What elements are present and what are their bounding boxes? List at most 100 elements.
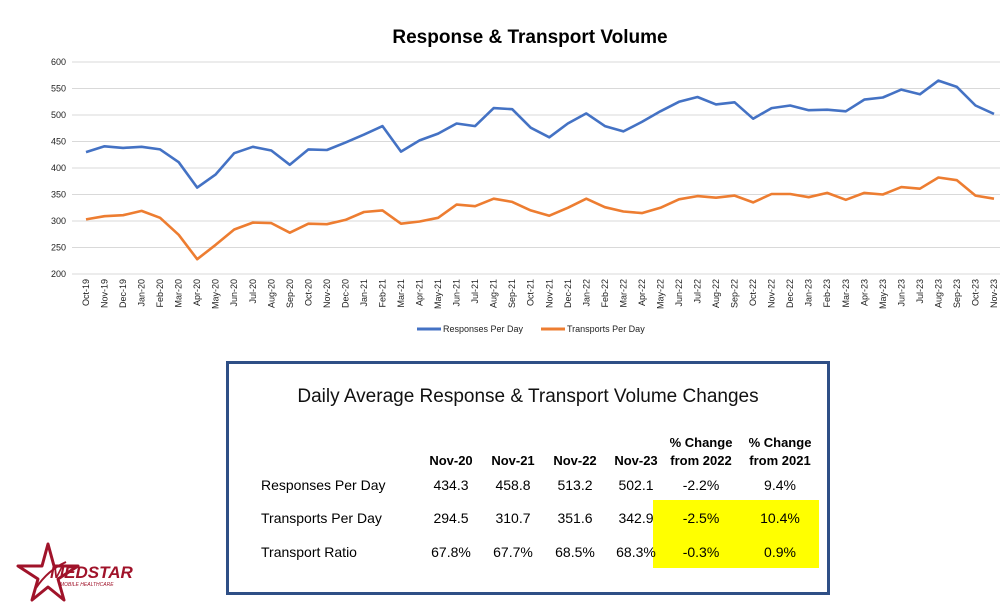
y-axis-ticks: 200 250 300 350 400 450 500 550 600 (51, 57, 66, 279)
y-tick-label: 600 (51, 57, 66, 67)
y-tick-label: 400 (51, 163, 66, 173)
logo-star-icon (16, 542, 80, 602)
x-tick-label: Jun-20 (229, 279, 239, 307)
gridlines (72, 61, 1000, 275)
cell-transports-nov23: 342.9 (618, 510, 654, 526)
logo-tagline: MOBILE HEALTHCARE (60, 582, 114, 588)
line-chart: Response & Transport Volume 200 250 300 350… (51, 27, 1000, 334)
x-tick-label: Jul-23 (915, 279, 925, 304)
logo-wordmark: MEDSTAR (50, 563, 134, 582)
y-tick-label: 350 (51, 190, 66, 200)
cell-responses-nov23: 502.1 (618, 477, 654, 493)
x-tick-label: May-22 (655, 279, 665, 309)
x-tick-label: Nov-20 (322, 279, 332, 308)
row-label-transports: Transports Per Day (261, 510, 382, 526)
series-layer (85, 79, 995, 261)
y-tick-label: 550 (51, 84, 66, 94)
x-tick-label: Oct-22 (748, 279, 758, 306)
col-header-change-2021: % Change from 2021 (740, 434, 820, 470)
cell-responses-nov21: 458.8 (495, 477, 531, 493)
x-tick-label: Apr-23 (859, 279, 869, 306)
x-tick-label: Jan-20 (137, 279, 147, 307)
cell-responses-change-2021: 9.4% (764, 477, 796, 493)
x-tick-label: May-23 (878, 279, 888, 309)
x-tick-label: Mar-23 (841, 279, 851, 308)
x-tick-label: Apr-22 (637, 279, 647, 306)
y-tick-label: 200 (51, 269, 66, 279)
x-tick-label: Jul-22 (693, 279, 703, 304)
col-header-change-2022: % Change from 2022 (661, 434, 741, 470)
x-tick-label: Sep-22 (730, 279, 740, 308)
x-tick-label: Jan-23 (804, 279, 814, 307)
legend: Responses Per Day Transports Per Day (417, 324, 645, 334)
x-tick-label: Oct-23 (970, 279, 980, 306)
x-tick-label: Feb-23 (822, 279, 832, 308)
x-tick-label: Dec-19 (118, 279, 128, 308)
x-tick-label: Mar-21 (396, 279, 406, 308)
y-tick-label: 500 (51, 110, 66, 120)
col-header-4: Nov-23 (614, 453, 658, 468)
x-tick-label: Aug-21 (489, 279, 499, 308)
summary-title: Daily Average Response & Transport Volum… (297, 386, 759, 407)
chart-title: Response & Transport Volume (392, 27, 667, 48)
x-tick-label: May-20 (211, 279, 221, 309)
row-label-ratio: Transport Ratio (261, 544, 357, 560)
col-header-change-2022-line2: from 2022 (670, 453, 732, 468)
cell-ratio-change-2022: -0.3% (682, 544, 720, 560)
series-line-2 (85, 176, 995, 261)
summary-panel: Daily Average Response & Transport Volum… (226, 361, 830, 595)
x-tick-label: Feb-21 (377, 279, 387, 308)
cell-transports-nov22: 351.6 (557, 510, 593, 526)
x-tick-label: Dec-22 (785, 279, 795, 308)
x-tick-label: Feb-20 (155, 279, 165, 308)
cell-transports-change-2022: -2.5% (682, 510, 720, 526)
series-line-1 (85, 79, 995, 189)
x-tick-label: Apr-20 (192, 279, 202, 306)
cell-ratio-nov23: 68.3% (616, 544, 656, 560)
x-tick-label: Jul-20 (248, 279, 258, 304)
x-tick-label: Nov-19 (100, 279, 110, 308)
cell-responses-nov20: 434.3 (433, 477, 469, 493)
x-tick-label: Oct-19 (81, 279, 91, 306)
x-tick-label: Nov-21 (544, 279, 554, 308)
x-tick-label: Dec-20 (340, 279, 350, 308)
x-tick-label: Aug-20 (266, 279, 276, 308)
cell-ratio-nov22: 68.5% (555, 544, 595, 560)
cell-transports-change-2021: 10.4% (760, 510, 800, 526)
y-tick-label: 300 (51, 216, 66, 226)
x-axis-ticks: Oct-19 Nov-19 Dec-19 Jan-20 Feb-20 Mar-20 Apr-… (81, 279, 999, 309)
legend-label: Responses Per Day (443, 324, 524, 334)
col-header-1: Nov-20 (429, 453, 473, 468)
x-tick-label: Nov-22 (767, 279, 777, 308)
x-tick-label: Mar-20 (174, 279, 184, 308)
x-tick-label: Feb-22 (600, 279, 610, 308)
x-tick-label: Sep-20 (285, 279, 295, 308)
x-tick-label: Jun-23 (896, 279, 906, 307)
x-tick-label: Sep-23 (952, 279, 962, 308)
legend-label: Transports Per Day (567, 324, 645, 334)
x-tick-label: Jan-21 (359, 279, 369, 307)
x-tick-label: Jun-21 (452, 279, 462, 307)
x-tick-label: May-21 (433, 279, 443, 309)
x-tick-label: Dec-21 (563, 279, 573, 308)
x-tick-label: Jul-21 (470, 279, 480, 304)
cell-ratio-nov20: 67.8% (431, 544, 471, 560)
x-tick-label: Aug-22 (711, 279, 721, 308)
col-header-3: Nov-22 (553, 453, 597, 468)
y-tick-label: 250 (51, 243, 66, 253)
col-header-change-2022-line1: % Change (669, 435, 733, 450)
cell-ratio-change-2021: 0.9% (764, 544, 796, 560)
cell-responses-nov22: 513.2 (557, 477, 593, 493)
highlight-box (653, 500, 819, 568)
col-header-change-2021-line2: from 2021 (749, 453, 811, 468)
x-tick-label: Jun-22 (674, 279, 684, 307)
col-header-change-2021-line1: % Change (748, 435, 812, 450)
x-tick-label: Apr-21 (415, 279, 425, 306)
cell-transports-nov21: 310.7 (495, 510, 531, 526)
x-tick-label: Sep-21 (507, 279, 517, 308)
x-tick-label: Aug-23 (933, 279, 943, 308)
x-tick-label: Oct-21 (526, 279, 536, 306)
row-label-responses: Responses Per Day (261, 477, 386, 493)
medstar-logo: MEDSTAR MOBILE HEALTHCARE (16, 542, 134, 602)
x-tick-label: Oct-20 (303, 279, 313, 306)
